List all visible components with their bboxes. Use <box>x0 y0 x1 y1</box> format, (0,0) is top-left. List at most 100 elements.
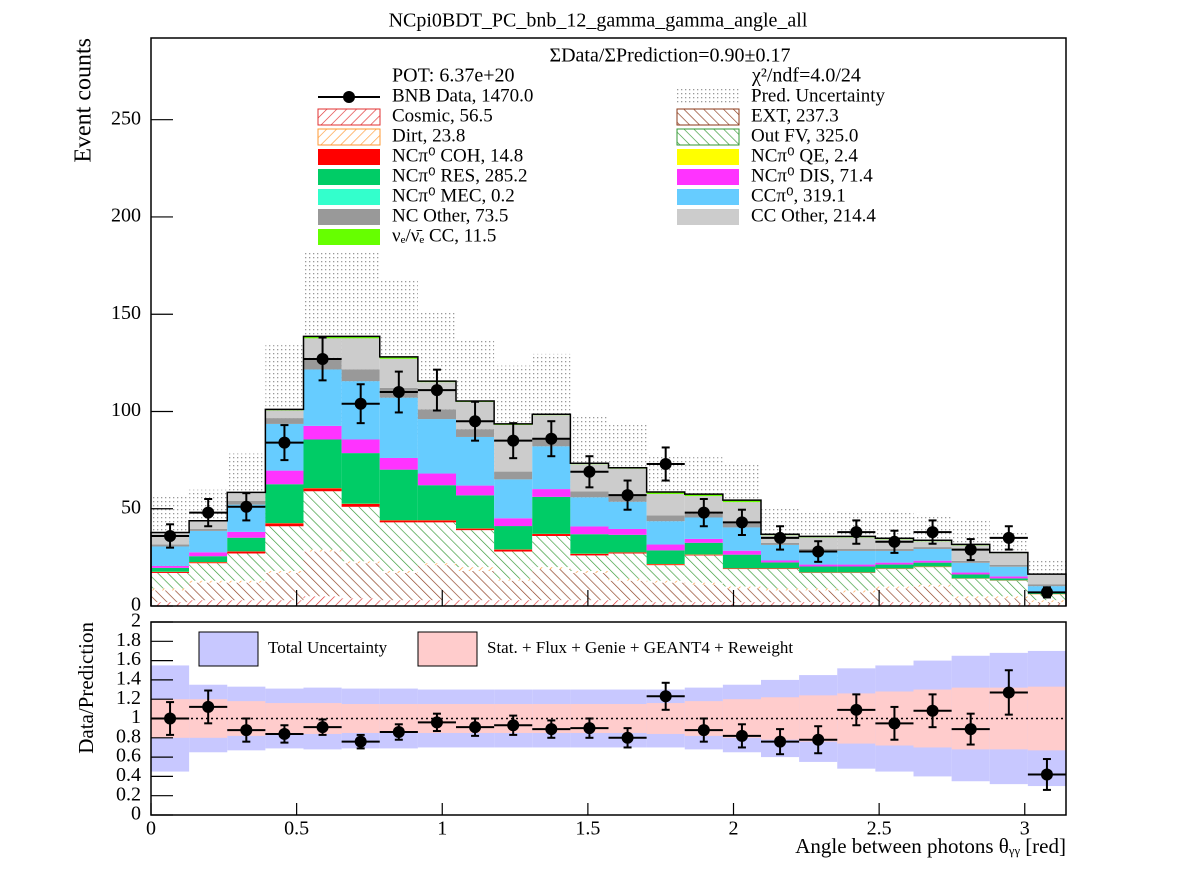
stack-segment <box>379 522 418 571</box>
marker <box>316 352 329 365</box>
legend-label: Out FV, 325.0 <box>751 125 858 146</box>
stack-segment <box>951 604 990 606</box>
data-point <box>799 540 838 563</box>
stack-segment <box>227 600 266 606</box>
legend-label: EXT, 237.3 <box>751 105 839 126</box>
stack-segment <box>341 506 380 562</box>
ratio-point <box>951 712 990 746</box>
stack-segment <box>227 551 266 554</box>
stack-segment <box>417 419 456 474</box>
stack-segment <box>494 479 533 519</box>
legend-label: νₑ/ν̄ₑ CC, 11.5 <box>392 225 496 246</box>
stack-segment <box>722 588 761 603</box>
marker <box>545 432 558 445</box>
stack-segment <box>608 578 647 581</box>
legend-swatch <box>317 108 381 126</box>
ratio-point <box>494 714 533 736</box>
data-point <box>684 498 723 528</box>
ratio-point <box>913 693 952 729</box>
stack-segment <box>303 488 342 492</box>
marker <box>1040 586 1053 599</box>
marker <box>583 722 596 735</box>
stack-segment <box>570 526 609 535</box>
stack-segment <box>189 582 228 601</box>
stack-segment <box>532 600 571 606</box>
legend-label: Pred. Uncertainty <box>751 85 886 106</box>
stack-segment <box>684 517 723 539</box>
marker <box>469 415 482 428</box>
y-tick-label: 0.6 <box>116 745 141 767</box>
stack-segment <box>532 496 571 534</box>
marker <box>392 726 405 739</box>
y-tick-label: 100 <box>111 399 141 421</box>
legend-swatch <box>417 631 478 667</box>
legend-label: Stat. + Flux + Genie + GEANT4 + Reweight <box>487 638 793 657</box>
marker <box>507 434 520 447</box>
stack-segment <box>151 590 190 603</box>
stack-segment <box>761 544 800 561</box>
x-tick-label: 2 <box>729 818 739 840</box>
stack-segment <box>227 537 266 552</box>
y-tick-label: 1.6 <box>116 648 141 670</box>
stack-segment <box>227 580 266 583</box>
stack-segment <box>722 527 761 551</box>
legend-swatch <box>676 108 740 126</box>
x-tick-label: 3 <box>1020 818 1030 840</box>
stack-segment <box>494 551 533 579</box>
stack-segment <box>570 497 609 527</box>
legend-swatch <box>318 169 380 185</box>
stack-segment <box>379 520 418 523</box>
stack-segment <box>341 561 380 564</box>
legend-label: NCπ⁰ COH, 14.8 <box>392 145 523 166</box>
x-axis-title: Angle between photons θᵧᵧ [red] <box>795 834 1066 858</box>
stack-segment <box>189 600 228 606</box>
stack-segment <box>951 574 990 579</box>
stack-segment <box>189 552 228 557</box>
data-point <box>722 508 761 536</box>
stack-segment <box>951 578 990 597</box>
stack-segment <box>494 518 533 527</box>
y-tick-label: 1.2 <box>116 687 141 709</box>
stack-segment <box>379 600 418 606</box>
stack-segment <box>989 598 1028 605</box>
stack-segment <box>761 562 800 569</box>
stack-segment <box>456 485 495 496</box>
stack-segment <box>837 592 876 603</box>
stack-segment <box>951 572 990 575</box>
ratio-point <box>303 718 342 736</box>
stack-segment <box>417 473 456 486</box>
stack-segment <box>646 493 685 516</box>
stack-segment <box>761 590 800 603</box>
stack-segment <box>875 562 914 565</box>
stack-segment <box>303 596 342 606</box>
ratio-summary: ΣData/ΣPrediction=0.90±0.17 <box>549 45 790 67</box>
stack-segment <box>456 495 495 529</box>
stack-segment <box>456 436 495 486</box>
stack-segment <box>379 469 418 521</box>
marker <box>812 545 825 558</box>
data-point <box>151 523 190 549</box>
stack-segment <box>684 555 723 583</box>
marker <box>774 531 787 544</box>
legend-swatch <box>318 189 380 205</box>
marker <box>430 384 443 397</box>
legend-label: CC Other, 214.4 <box>751 205 876 226</box>
stack-segment <box>875 586 914 589</box>
ratio-point <box>265 724 304 744</box>
ratio-point <box>227 717 266 743</box>
stack-segment <box>722 568 761 570</box>
data-point <box>608 479 647 511</box>
stack-segment <box>265 410 304 419</box>
marker <box>735 729 748 742</box>
stack-segment <box>189 556 228 563</box>
marker <box>621 731 634 744</box>
marker <box>850 703 863 716</box>
ratio-point <box>189 689 228 725</box>
stack-segment <box>761 560 800 563</box>
stack-segment <box>265 484 304 524</box>
stack-segment <box>494 526 533 550</box>
stack-segment <box>875 564 914 569</box>
stack-segment <box>494 580 533 601</box>
legend-swatch <box>198 631 259 667</box>
ratio-point <box>1027 758 1066 791</box>
